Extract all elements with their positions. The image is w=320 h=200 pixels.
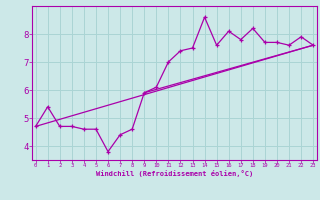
- X-axis label: Windchill (Refroidissement éolien,°C): Windchill (Refroidissement éolien,°C): [96, 170, 253, 177]
